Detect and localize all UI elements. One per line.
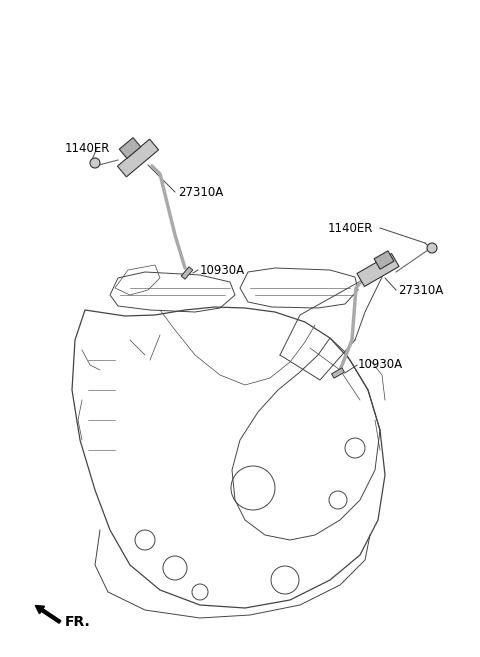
Text: 10930A: 10930A [200,263,245,277]
Text: 1140ER: 1140ER [328,221,373,235]
Polygon shape [119,137,141,158]
Polygon shape [332,368,345,378]
Polygon shape [181,267,193,279]
Text: 27310A: 27310A [178,185,223,198]
Polygon shape [118,139,158,177]
Text: FR.: FR. [65,615,91,629]
Circle shape [427,243,437,253]
Polygon shape [357,254,399,286]
Text: 27310A: 27310A [398,284,443,296]
FancyArrow shape [36,606,61,623]
Text: 10930A: 10930A [358,359,403,371]
Polygon shape [374,251,394,269]
Text: 1140ER: 1140ER [65,141,110,154]
Circle shape [90,158,100,168]
